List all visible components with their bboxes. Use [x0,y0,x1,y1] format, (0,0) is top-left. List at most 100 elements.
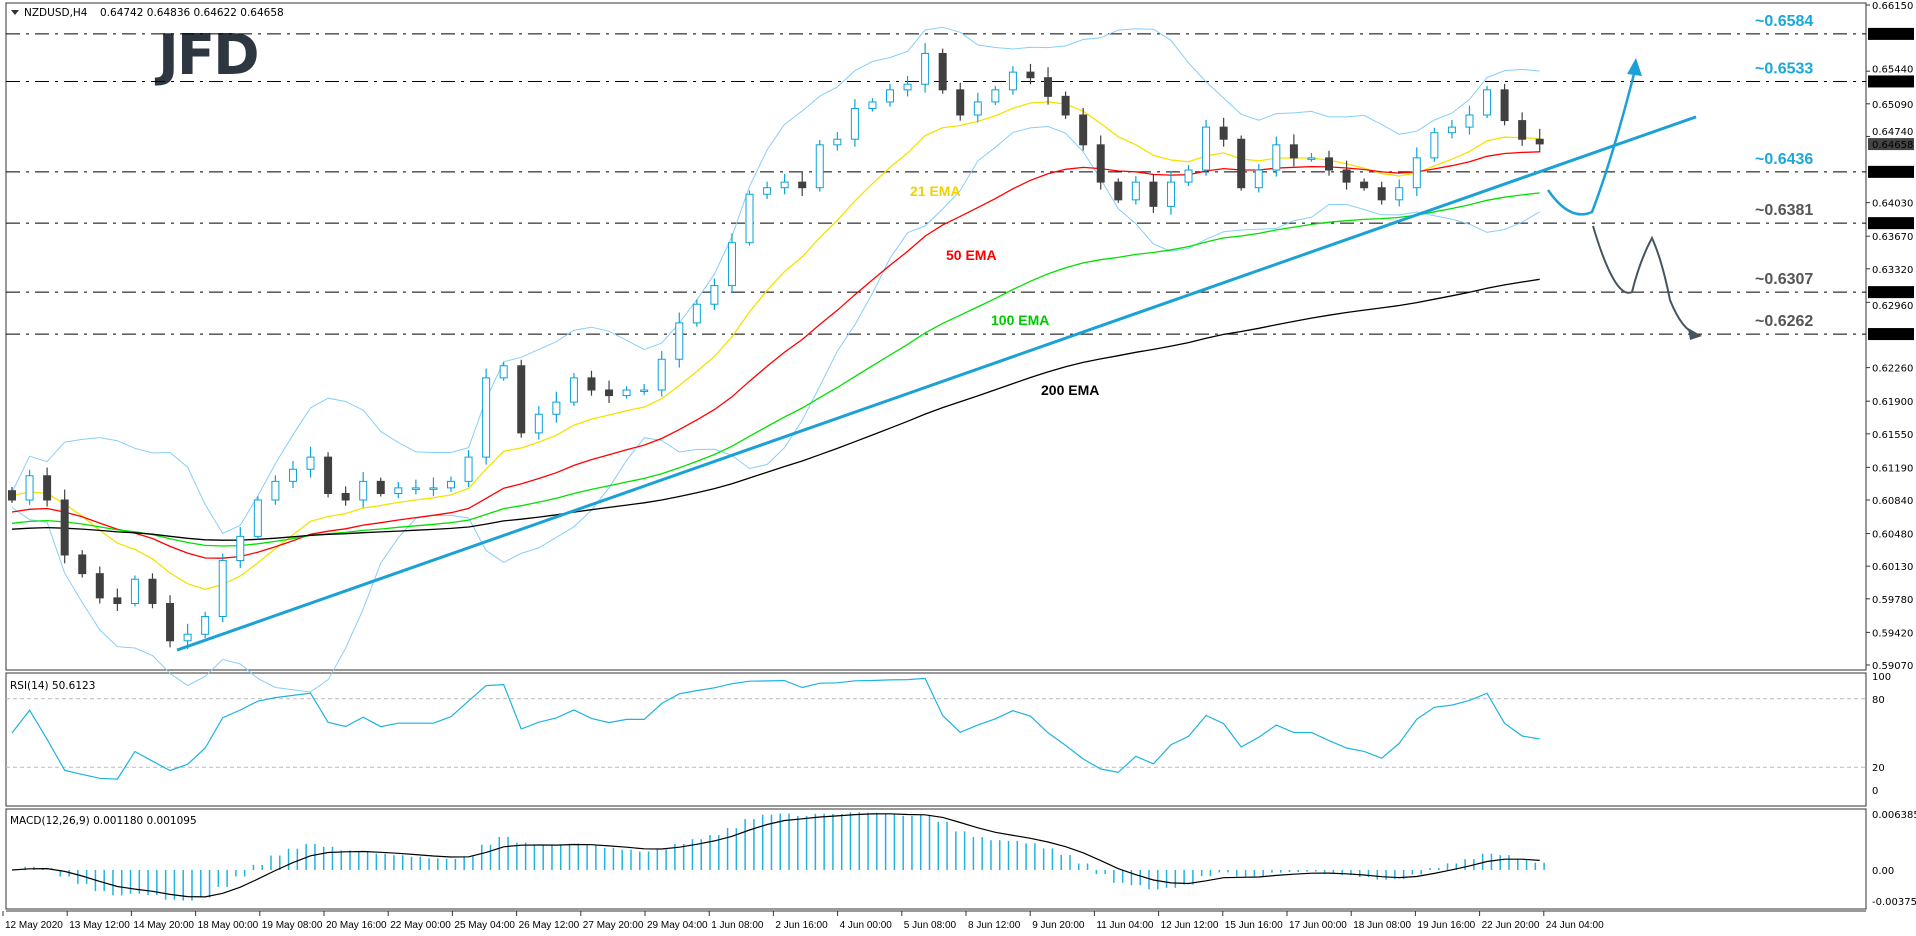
candle [1360,178,1369,191]
trendline[interactable] [176,115,1697,652]
ema-21-line [11,101,1540,591]
candle [1500,83,1509,126]
candle [745,190,754,246]
candle-body [1131,181,1140,201]
candle-body [482,377,491,458]
bullish-scenario-arrow [1546,58,1642,216]
candle-body [868,101,877,109]
candle [1237,135,1246,191]
candle-body [1044,77,1053,97]
candle-body [1026,71,1035,79]
date-tick-label: 17 Jun 00:00 [1289,920,1347,931]
candle-body [341,492,350,501]
candle-body [1307,157,1316,160]
rsi-label: RSI(14) 50.6123 [10,680,95,692]
level-price-box [1868,75,1914,88]
candle-body [464,456,473,482]
candle [1430,127,1439,162]
level-price-box [1868,165,1914,178]
ema100-label: 100 EMA [991,312,1049,328]
candle [288,461,297,488]
candle-body [95,573,104,599]
candle-body [1535,138,1544,145]
date-tick-label: 20 May 16:00 [326,920,387,931]
candle [1166,171,1175,215]
candle [306,446,315,478]
candle-body [763,187,772,195]
candle [956,82,965,121]
candle [1026,63,1035,85]
candle [1377,181,1386,205]
bearish-scenario-arrow [1592,225,1702,340]
candle [727,233,736,294]
bollinger-bands [11,26,1540,693]
candle [1184,165,1193,186]
current-price-box [1868,138,1914,151]
candle-body [1114,181,1123,201]
candle-body [1430,132,1439,159]
candle-body [183,633,192,642]
candle [1325,150,1333,176]
candle-body [25,475,34,501]
price-tick-label: 0.59070 [1872,661,1913,672]
candle-body [903,83,912,91]
candle-body [1342,169,1351,183]
candle [517,359,526,438]
candle-body [1219,126,1228,140]
rsi-indicator: 100 80 20 0 [6,672,1891,797]
candle-body [429,487,438,490]
date-tick-label: 18 Jun 08:00 [1353,920,1411,931]
candle-body [499,365,508,379]
ema-lines [11,101,1540,591]
date-tick-label: 8 Jun 12:00 [968,920,1021,931]
candle [148,573,157,609]
collapse-triangle-icon[interactable] [11,10,19,15]
ascending-trendline [176,115,1697,652]
candle [1447,120,1456,139]
candle [1535,128,1544,153]
candle [236,527,245,569]
macd-signal-line [11,813,1540,898]
ema-200-line [11,278,1540,541]
candle [1307,153,1316,162]
level-price-label: 0.65330 [1872,77,1913,88]
candle-body [1465,114,1474,128]
rsi-tick-label: 80 [1872,695,1885,706]
candle [534,406,543,440]
macd-tick-label: -0.003757 [1872,897,1916,908]
candle-body [727,242,736,287]
date-tick-label: 25 May 04:00 [454,920,515,931]
price-tick-label: 0.61550 [1872,430,1913,441]
candle [903,76,912,97]
candle [166,595,175,648]
candle [411,479,420,495]
candle [341,486,350,506]
candle-body [1008,71,1017,91]
date-tick-label: 9 Jun 20:00 [1032,920,1085,931]
candle-body [640,389,649,392]
candle [464,450,473,488]
candle-body [411,487,420,490]
candle-body [1289,144,1298,159]
bollinger-upper [11,26,1540,535]
candle-body [1377,187,1386,201]
rsi-tick-label: 0 [1872,786,1878,797]
ema200-label: 200 EMA [1041,382,1099,398]
candle-body [166,602,175,642]
candle-body [201,616,210,635]
candle-body [991,89,1000,103]
main-panel [5,2,1867,671]
candle-body [324,456,333,494]
arrow-down-icon [1688,328,1702,340]
candle-body [1483,89,1492,116]
ohlc-values: 0.64742 0.64836 0.64622 0.64658 [100,7,284,19]
date-tick-label: 12 Jun 12:00 [1161,920,1219,931]
price-axis: 0.66150 0.65440 0.65090 0.64740 0.64030 0.636… [1866,1,1914,672]
price-tick-label: 0.60480 [1872,530,1913,541]
candle [780,173,789,195]
candle-body [780,181,789,189]
date-tick-label: 11 Jun 04:00 [1096,920,1154,931]
candle-body [710,285,719,305]
date-tick-label: 19 May 08:00 [262,920,323,931]
